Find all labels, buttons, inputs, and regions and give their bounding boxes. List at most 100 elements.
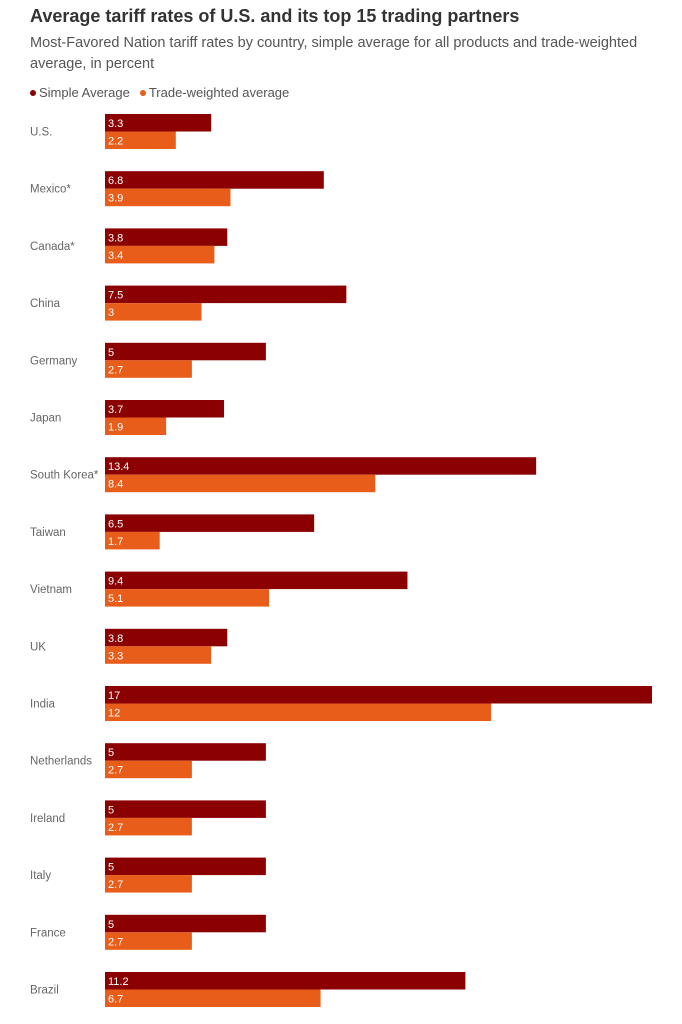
category-label: Canada* — [30, 241, 75, 253]
data-label: 2.7 — [108, 765, 123, 777]
data-label: 5 — [108, 747, 114, 759]
category-label: Vietnam — [30, 584, 72, 596]
bar-group-south-korea: South Korea* 13.4 8.4 — [30, 457, 537, 493]
bar-group-vietnam: Vietnam 9.4 5.1 — [30, 571, 408, 607]
bar-group-ireland: Ireland 5 2.7 — [30, 800, 266, 836]
bar-simple-average — [105, 228, 228, 246]
bar-trade-weighted-average — [105, 989, 321, 1007]
bar-trade-weighted-average — [105, 703, 492, 721]
data-label: 3.7 — [108, 404, 123, 416]
bar-simple-average — [105, 571, 408, 590]
bar-group-mexico: Mexico* 6.8 3.9 — [30, 171, 324, 207]
bar-group-germany: Germany 5 2.7 — [30, 342, 266, 378]
bar-group-india: India 17 12 — [30, 686, 652, 721]
data-label: 2.7 — [108, 364, 123, 376]
bar-trade-weighted-average — [105, 932, 192, 950]
category-label: Germany — [30, 355, 78, 367]
bar-group-taiwan: Taiwan 6.5 1.7 — [30, 514, 315, 550]
bar-trade-weighted-average — [105, 875, 192, 893]
bar-simple-average — [105, 857, 266, 876]
category-label: Netherlands — [30, 756, 92, 768]
bar-simple-average — [105, 800, 266, 818]
bar-trade-weighted-average — [105, 188, 231, 207]
data-label: 3 — [108, 307, 114, 319]
legend-label: Simple Average — [39, 85, 130, 100]
bar-group-france: France 5 2.7 — [30, 914, 266, 950]
data-label: 5 — [108, 804, 114, 816]
data-label: 6.5 — [108, 518, 123, 530]
bar-simple-average — [105, 628, 228, 647]
bar-simple-average — [105, 457, 537, 475]
category-label: China — [30, 298, 61, 310]
legend-label: Trade-weighted average — [148, 85, 290, 100]
legend-dot-icon — [30, 89, 36, 96]
bar-simple-average — [105, 114, 212, 132]
chart-title: Average tariff rates of U.S. and its top… — [30, 6, 520, 26]
bar-group-italy: Italy 5 2.7 — [30, 857, 266, 893]
data-label: 3.8 — [108, 232, 123, 244]
legend-item-trade-weighted-average: Trade-weighted average — [139, 85, 290, 100]
bar-trade-weighted-average — [105, 817, 192, 836]
legend: Simple Average Trade-weighted average — [30, 85, 299, 100]
bar-trade-weighted-average — [105, 245, 215, 264]
bar-group-japan: Japan 3.7 1.9 — [30, 400, 225, 435]
legend-item-simple-average: Simple Average — [30, 85, 130, 100]
data-label: 3.3 — [108, 650, 123, 662]
bar-group-u-s: U.S. 3.3 2.2 — [30, 114, 212, 149]
data-label: 3.3 — [108, 118, 123, 130]
bar-simple-average — [105, 514, 315, 532]
data-label: 3.9 — [108, 193, 123, 205]
category-label: UK — [30, 641, 46, 653]
bar-trade-weighted-average — [105, 589, 270, 607]
data-label: 17 — [108, 690, 120, 702]
category-label: South Korea* — [30, 470, 99, 482]
bar-trade-weighted-average — [105, 474, 376, 493]
category-label: Taiwan — [30, 527, 66, 539]
data-label: 7.5 — [108, 290, 123, 302]
bar-group-netherlands: Netherlands 5 2.7 — [30, 743, 266, 779]
chart-subtitle: Most-Favored Nation tariff rates by coun… — [30, 35, 638, 72]
bar-group-brazil: Brazil 11.2 6.7 — [30, 972, 466, 1007]
data-label: 2.7 — [108, 879, 123, 891]
bar-trade-weighted-average — [105, 760, 192, 779]
data-label: 3.4 — [108, 250, 123, 262]
bar-trade-weighted-average — [105, 646, 212, 664]
bar-simple-average — [105, 972, 466, 990]
data-label: 11.2 — [108, 976, 129, 988]
data-label: 5 — [108, 919, 114, 931]
bar-trade-weighted-average — [105, 531, 160, 550]
data-label: 13.4 — [108, 461, 129, 473]
category-label: U.S. — [30, 127, 52, 139]
bar-simple-average — [105, 914, 266, 933]
data-label: 6.8 — [108, 175, 123, 187]
data-label: 5 — [108, 862, 114, 874]
bar-simple-average — [105, 285, 347, 304]
bar-group-canada: Canada* 3.8 3.4 — [30, 228, 228, 264]
category-label: Brazil — [30, 985, 59, 997]
category-label: India — [30, 699, 56, 711]
data-label: 9.4 — [108, 576, 123, 588]
bar-simple-average — [105, 171, 324, 189]
category-label: Italy — [30, 870, 51, 882]
bar-group-china: China 7.5 3 — [30, 285, 347, 321]
bar-simple-average — [105, 743, 266, 761]
data-label: 8.4 — [108, 479, 123, 491]
bar-simple-average — [105, 342, 266, 361]
bar-trade-weighted-average — [105, 131, 176, 149]
data-label: 3.8 — [108, 633, 123, 645]
data-label: 5.1 — [108, 593, 123, 605]
data-label: 1.7 — [108, 536, 123, 548]
data-label: 1.9 — [108, 422, 123, 434]
bar-group-uk: UK 3.8 3.3 — [30, 628, 228, 664]
category-label: Mexico* — [30, 184, 71, 196]
bar-simple-average — [105, 400, 225, 418]
bar-simple-average — [105, 686, 652, 704]
bar-trade-weighted-average — [105, 417, 167, 435]
bar-trade-weighted-average — [105, 303, 202, 321]
data-label: 2.7 — [108, 936, 123, 948]
data-label: 6.7 — [108, 994, 123, 1006]
data-label: 12 — [108, 708, 120, 720]
data-label: 5 — [108, 347, 114, 359]
category-label: Japan — [30, 413, 61, 425]
